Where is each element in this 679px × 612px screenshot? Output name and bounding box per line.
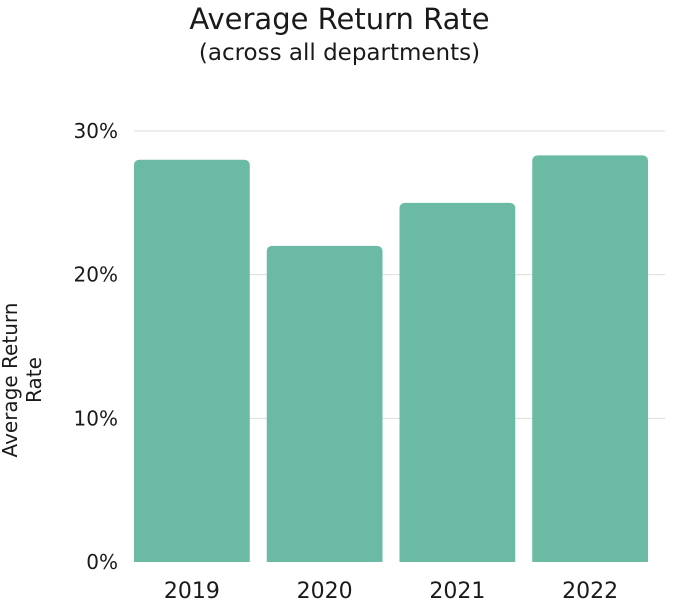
bar-2022 <box>532 155 648 562</box>
x-tick-label-2022: 2022 <box>562 579 618 604</box>
y-tick-label-20: 20% <box>74 263 118 287</box>
y-tick-label-10: 10% <box>74 406 118 430</box>
bar-2020 <box>266 245 383 562</box>
x-tick-label-2021: 2021 <box>429 579 485 604</box>
x-tick-label-2019: 2019 <box>164 579 220 604</box>
chart-subtitle: (across all departments) <box>198 40 481 66</box>
y-tick-label-30: 30% <box>74 119 118 143</box>
chart-title: Average Return Rate <box>189 2 490 36</box>
bar-2021 <box>399 202 516 563</box>
bar-2019 <box>134 159 250 562</box>
x-tick-label-2020: 2020 <box>297 579 353 604</box>
y-tick-label-0: 0% <box>86 550 118 574</box>
